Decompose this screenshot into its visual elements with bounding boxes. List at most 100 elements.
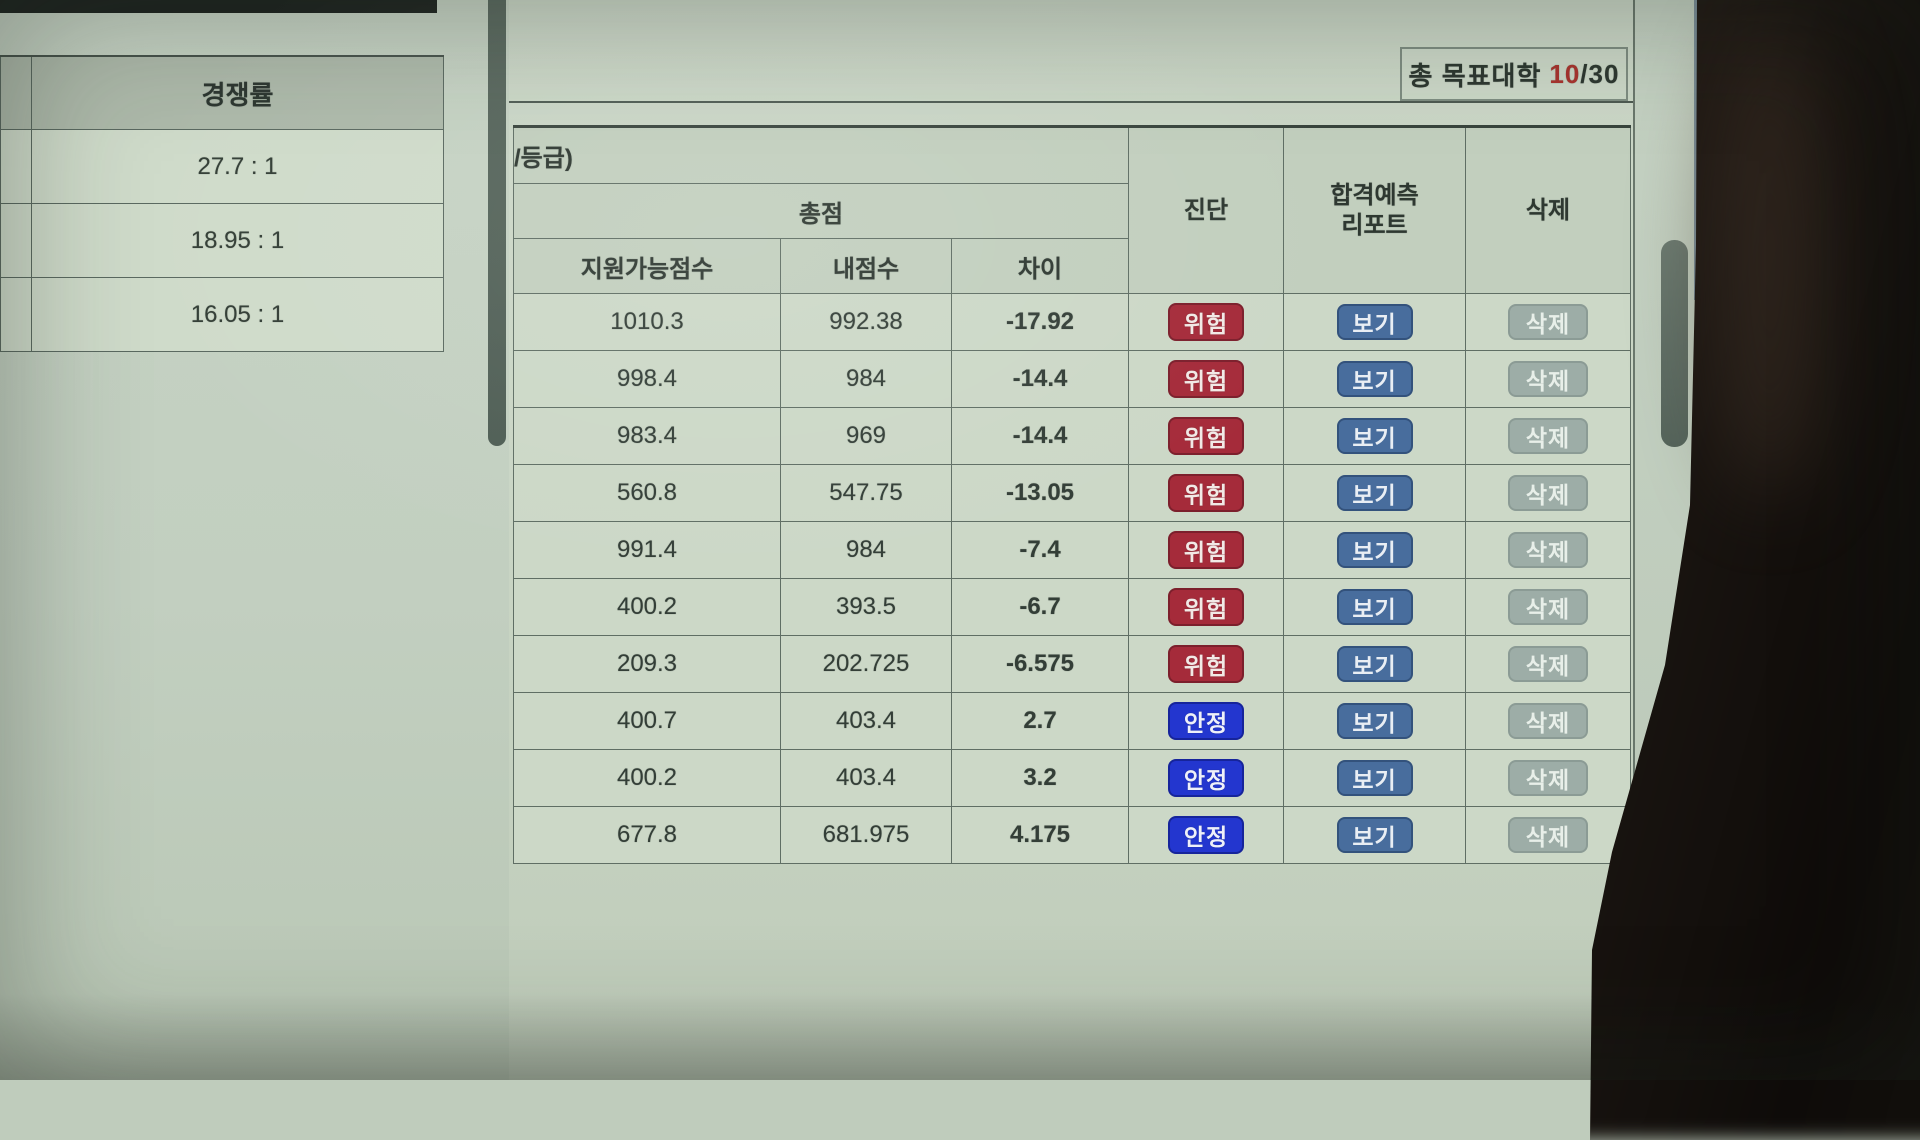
view-report-button[interactable]: 보기 [1336,418,1413,454]
table-row: 983.4 969 -14.4 위험 보기 삭제 [513,407,1632,465]
column-group-total-score: 총점 [512,183,1130,239]
my-score-cell: 969 [780,407,952,465]
delete-row-button[interactable]: 삭제 [1508,475,1589,511]
report-cell: 보기 [1283,806,1467,864]
my-score-cell: 992.38 [780,293,952,351]
clipped-cell [0,203,32,278]
table-row: 998.4 984 -14.4 위험 보기 삭제 [513,350,1632,408]
possible-score-cell: 400.2 [513,749,781,807]
difference-cell: 3.2 [950,749,1130,807]
difference-cell: -14.4 [950,350,1130,408]
table-row: 991.4 984 -7.4 위험 보기 삭제 [513,521,1632,579]
difference-cell: -6.7 [950,578,1130,636]
report-cell: 보기 [1283,293,1467,351]
diagnosis-badge-danger: 위험 [1168,417,1245,455]
delete-cell: 삭제 [1465,578,1632,636]
view-report-button[interactable]: 보기 [1336,646,1413,682]
column-header-competition-rate: 경쟁률 [31,55,444,130]
diagnosis-badge-danger: 위험 [1168,645,1245,683]
possible-score-cell: 400.7 [513,692,781,750]
competition-rate-value: 18.95 : 1 [31,203,444,278]
diagnosis-cell: 위험 [1128,407,1285,465]
clipped-cell [0,277,32,352]
header-row-top: /등급) 진단 합격예측 리포트 삭제 [512,126,1632,294]
delete-row-button[interactable]: 삭제 [1508,304,1589,340]
total-target-count-badge: 총 목표대학 10 / 30 [1400,47,1628,101]
delete-cell: 삭제 [1465,407,1632,465]
target-university-table: /등급) 진단 합격예측 리포트 삭제 총점 지원가능점수 내점수 차이 101… [512,125,1632,864]
view-report-button[interactable]: 보기 [1336,475,1413,511]
report-header-line1: 합격예측 [1330,181,1419,209]
diagnosis-cell: 위험 [1128,635,1285,693]
target-university-table-body: 1010.3 992.38 -17.92 위험 보기 삭제 998.4 984 -14.4 위험 보… [513,293,1632,864]
my-score-cell: 403.4 [780,749,952,807]
main-scrollbar-thumb[interactable] [1661,240,1688,447]
delete-row-button[interactable]: 삭제 [1508,646,1589,682]
table-row: 400.2 403.4 3.2 안정 보기 삭제 [513,749,1632,807]
view-report-button[interactable]: 보기 [1336,703,1413,739]
delete-cell: 삭제 [1465,749,1632,807]
diagnosis-badge-safe: 안정 [1168,702,1245,740]
table-row: 1010.3 992.38 -17.92 위험 보기 삭제 [513,293,1632,351]
delete-row-button[interactable]: 삭제 [1508,703,1589,739]
my-score-cell: 547.75 [780,464,952,522]
report-cell: 보기 [1283,578,1467,636]
column-header-my-score: 내점수 [780,238,952,294]
delete-row-button[interactable]: 삭제 [1508,817,1589,853]
column-header-possible-score: 지원가능점수 [513,238,781,294]
diagnosis-cell: 위험 [1128,578,1285,636]
header-row-sub: 지원가능점수 내점수 차이 [513,238,1631,294]
report-cell: 보기 [1283,464,1467,522]
difference-cell: -17.92 [950,293,1130,351]
delete-row-button[interactable]: 삭제 [1508,418,1589,454]
delete-row-button[interactable]: 삭제 [1508,361,1589,397]
competition-rate-row: 16.05 : 1 [0,277,444,352]
delete-row-button[interactable]: 삭제 [1508,760,1589,796]
possible-score-cell: 677.8 [513,806,781,864]
diagnosis-cell: 위험 [1128,293,1285,351]
possible-score-cell: 983.4 [513,407,781,465]
delete-cell: 삭제 [1465,692,1632,750]
left-scrollbar-thumb[interactable] [488,0,506,446]
possible-score-cell: 998.4 [513,350,781,408]
my-score-cell: 403.4 [780,692,952,750]
report-cell: 보기 [1283,407,1467,465]
difference-cell: -14.4 [950,407,1130,465]
view-report-button[interactable]: 보기 [1336,760,1413,796]
report-cell: 보기 [1283,749,1467,807]
delete-cell: 삭제 [1465,806,1632,864]
view-report-button[interactable]: 보기 [1336,817,1413,853]
competition-rate-row: 18.95 : 1 [0,203,444,278]
competition-table-body: 27.7 : 1 18.95 : 1 16.05 : 1 [0,129,444,352]
count-separator: / [1580,58,1589,89]
current-count: 10 [1549,58,1581,89]
my-score-cell: 681.975 [780,806,952,864]
diagnosis-badge-danger: 위험 [1168,474,1245,512]
view-report-button[interactable]: 보기 [1336,589,1413,625]
my-score-cell: 984 [780,521,952,579]
view-report-button[interactable]: 보기 [1336,361,1413,397]
report-cell: 보기 [1283,635,1467,693]
column-header-delete: 삭제 [1465,126,1632,294]
diagnosis-badge-danger: 위험 [1168,588,1245,626]
difference-cell: 2.7 [950,692,1130,750]
competition-rate-value: 16.05 : 1 [31,277,444,352]
possible-score-cell: 560.8 [513,464,781,522]
max-count: 30 [1588,58,1620,89]
table-row: 677.8 681.975 4.175 안정 보기 삭제 [513,806,1632,864]
table-row: 560.8 547.75 -13.05 위험 보기 삭제 [513,464,1632,522]
clipped-column-header [0,55,32,130]
my-score-cell: 393.5 [780,578,952,636]
possible-score-cell: 991.4 [513,521,781,579]
competition-header-row: 경쟁률 [0,55,444,130]
delete-cell: 삭제 [1465,293,1632,351]
possible-score-cell: 1010.3 [513,293,781,351]
view-report-button[interactable]: 보기 [1336,304,1413,340]
delete-cell: 삭제 [1465,521,1632,579]
table-row: 209.3 202.725 -6.575 위험 보기 삭제 [513,635,1632,693]
delete-row-button[interactable]: 삭제 [1508,589,1589,625]
delete-cell: 삭제 [1465,635,1632,693]
delete-row-button[interactable]: 삭제 [1508,532,1589,568]
view-report-button[interactable]: 보기 [1336,532,1413,568]
total-target-label: 총 목표대학 [1408,60,1542,91]
